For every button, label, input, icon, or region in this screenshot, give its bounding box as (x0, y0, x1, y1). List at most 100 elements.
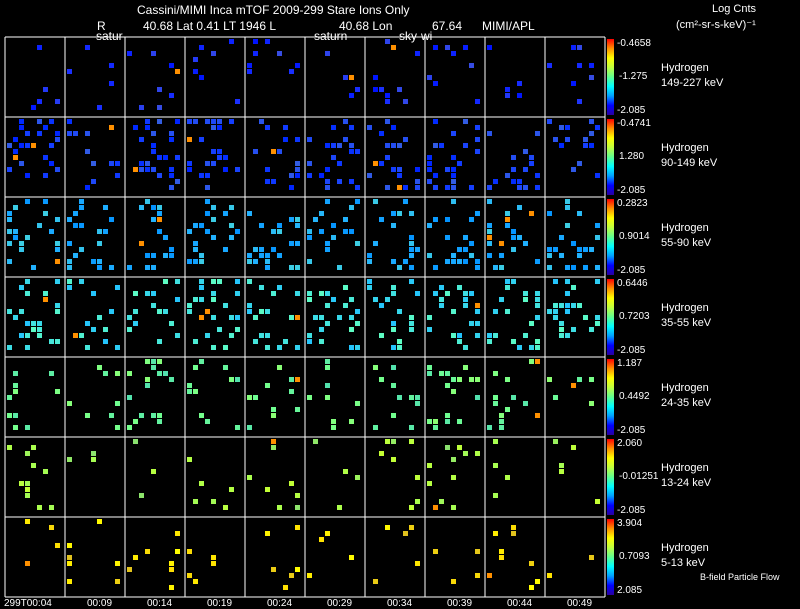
count-pixel (127, 265, 132, 270)
count-pixel (271, 247, 276, 252)
count-pixel (91, 457, 96, 462)
count-pixel (349, 179, 354, 184)
count-pixel (469, 217, 474, 222)
count-pixel (259, 333, 264, 338)
count-pixel (487, 229, 492, 234)
count-pixel (115, 161, 120, 166)
count-pixel (67, 241, 72, 246)
count-pixel (37, 321, 42, 326)
count-pixel (397, 143, 402, 148)
energy-label: 5-13 keV (661, 557, 706, 569)
count-pixel (193, 223, 198, 228)
count-pixel (433, 185, 438, 190)
count-pixel (55, 241, 60, 246)
count-pixel (211, 161, 216, 166)
count-pixel (523, 167, 528, 172)
count-pixel (331, 155, 336, 160)
count-pixel (451, 253, 456, 258)
count-pixel (229, 235, 234, 240)
count-pixel (523, 185, 528, 190)
count-pixel (211, 205, 216, 210)
count-pixel (7, 395, 12, 400)
units-formula: (cm²-sr-s-keV)⁻¹ (676, 19, 756, 31)
count-pixel (343, 119, 348, 124)
count-pixel (7, 259, 12, 264)
count-pixel (535, 297, 540, 302)
count-pixel (91, 291, 96, 296)
count-pixel (475, 309, 480, 314)
colorbar-mid-label: 0.9014 (619, 231, 650, 242)
species-label: Hydrogen (661, 222, 709, 234)
count-pixel (373, 297, 378, 302)
count-pixel (499, 549, 504, 554)
count-pixel (391, 383, 396, 388)
count-pixel (295, 505, 300, 510)
count-pixel (193, 57, 198, 62)
count-pixel (7, 413, 12, 418)
count-pixel (409, 211, 414, 216)
count-pixel (325, 531, 330, 536)
count-pixel (31, 327, 36, 332)
count-pixel (151, 51, 156, 56)
count-pixel (529, 345, 534, 350)
count-pixel (379, 377, 384, 382)
count-pixel (133, 167, 138, 172)
count-pixel (313, 315, 318, 320)
count-pixel (463, 345, 468, 350)
count-pixel (295, 567, 300, 572)
count-pixel (427, 371, 432, 376)
count-pixel (31, 321, 36, 326)
count-pixel (469, 241, 474, 246)
count-pixel (319, 173, 324, 178)
count-pixel (475, 259, 480, 264)
count-pixel (223, 303, 228, 308)
count-pixel (517, 185, 522, 190)
count-pixel (271, 439, 276, 444)
count-pixel (139, 105, 144, 110)
count-pixel (13, 149, 18, 154)
count-pixel (67, 543, 72, 548)
count-pixel (19, 481, 24, 486)
count-pixel (199, 45, 204, 50)
count-pixel (199, 259, 204, 264)
count-pixel (223, 345, 228, 350)
count-pixel (427, 315, 432, 320)
count-pixel (553, 439, 558, 444)
count-pixel (115, 285, 120, 290)
count-pixel (325, 291, 330, 296)
count-pixel (235, 291, 240, 296)
count-pixel (589, 143, 594, 148)
count-pixel (451, 389, 456, 394)
colorbar-min-label: 2.085 (617, 585, 643, 596)
count-pixel (289, 389, 294, 394)
count-pixel (463, 45, 468, 50)
count-pixel (151, 167, 156, 172)
count-pixel (505, 93, 510, 98)
time-tick-label: 00:14 (147, 598, 173, 609)
count-pixel (265, 253, 270, 258)
species-label: Hydrogen (661, 62, 709, 74)
count-pixel (493, 401, 498, 406)
colorbar-max-label: 1.187 (617, 358, 643, 369)
count-pixel (559, 463, 564, 468)
count-pixel (145, 125, 150, 130)
count-pixel (535, 579, 540, 584)
count-pixel (187, 161, 192, 166)
count-pixel (265, 333, 270, 338)
count-pixel (385, 143, 390, 148)
count-pixel (493, 265, 498, 270)
count-pixel (487, 199, 492, 204)
count-pixel (325, 143, 330, 148)
count-pixel (169, 131, 174, 136)
count-pixel (73, 223, 78, 228)
count-pixel (85, 45, 90, 50)
count-pixel (289, 377, 294, 382)
count-pixel (583, 137, 588, 142)
count-pixel (151, 469, 156, 474)
count-pixel (193, 339, 198, 344)
time-tick-label: 00:49 (567, 598, 593, 609)
count-pixel (223, 167, 228, 172)
count-pixel (43, 125, 48, 130)
count-pixel (559, 321, 564, 326)
